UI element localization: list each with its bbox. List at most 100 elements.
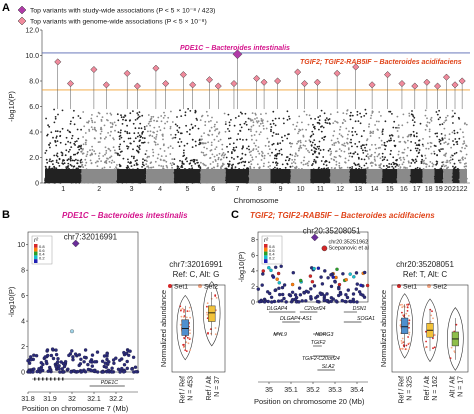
- snp-point: [319, 149, 322, 152]
- locus-snp-point: [83, 348, 88, 352]
- violin-point: [407, 336, 409, 338]
- snp-point: [105, 162, 108, 165]
- r2-color-swatch: [34, 259, 38, 263]
- snp-point: [302, 144, 305, 147]
- snp-point: [456, 143, 459, 146]
- snp-point: [153, 137, 156, 139]
- violin-point: [185, 341, 188, 344]
- locus-snp-point: [331, 275, 335, 279]
- snp-point: [154, 160, 157, 163]
- snp-point: [139, 136, 142, 139]
- snp-point: [293, 158, 296, 161]
- snp-point: [341, 143, 344, 146]
- snp-point: [79, 117, 82, 119]
- snp-point: [213, 155, 216, 158]
- snp-point: [156, 120, 159, 122]
- locus-snp-point: [56, 357, 60, 361]
- snp-point: [81, 161, 84, 164]
- snp-point: [211, 153, 214, 156]
- y-tick-label: 2: [251, 284, 255, 291]
- snp-point: [217, 140, 220, 143]
- snp-point: [324, 161, 326, 163]
- y-tick-label: 12.0: [25, 27, 39, 34]
- snp-point: [375, 120, 378, 123]
- snp-point: [115, 151, 117, 154]
- snp-point: [310, 149, 313, 152]
- snp-point: [127, 146, 130, 148]
- snp-point: [384, 144, 387, 147]
- snp-point: [200, 161, 202, 164]
- snp-point: [230, 119, 232, 121]
- snp-point: [319, 115, 321, 117]
- snp-point: [330, 150, 332, 153]
- locus-snp-point: [297, 300, 301, 304]
- genome-wide-hit-marker: [368, 81, 376, 89]
- snp-point: [157, 116, 160, 119]
- snp-point: [80, 147, 82, 150]
- locus-snp-point: [290, 290, 295, 294]
- snp-point: [59, 130, 62, 133]
- snp-point: [413, 135, 416, 138]
- snp-point: [136, 135, 139, 138]
- chromosome-8-base: [249, 168, 271, 183]
- snp-point: [396, 130, 399, 132]
- snp-point: [443, 142, 446, 144]
- snp-point: [441, 165, 443, 168]
- r2-tick-label: 0.8: [39, 244, 45, 249]
- snp-point: [55, 144, 58, 147]
- violin-point: [189, 316, 192, 319]
- violin-point: [406, 310, 409, 312]
- r2-color-swatch: [264, 244, 268, 248]
- chromosome-5-base: [174, 168, 201, 183]
- snp-point: [338, 166, 341, 169]
- snp-point: [63, 162, 66, 165]
- x-tick-label-1: 1: [61, 186, 65, 193]
- snp-point: [241, 112, 243, 115]
- snp-point: [347, 147, 350, 150]
- snp-point: [351, 127, 354, 129]
- violin-point: [399, 319, 402, 322]
- snp-point: [194, 162, 197, 165]
- snp-point: [292, 161, 295, 163]
- snp-point: [169, 145, 172, 148]
- snp-point: [133, 155, 135, 158]
- snp-point: [160, 159, 162, 161]
- snp-point: [346, 166, 349, 169]
- snp-point: [391, 113, 393, 115]
- violin-title-snp: chr7:32016991: [169, 260, 223, 269]
- chromosome-2-base: [81, 168, 118, 183]
- snp-point: [415, 149, 418, 152]
- group-label-0: Ref / Ref: [399, 376, 406, 404]
- snp-point: [184, 158, 187, 161]
- snp-point: [431, 162, 434, 165]
- locus-snp-point: [276, 271, 281, 276]
- snp-point: [381, 133, 384, 136]
- snp-point: [170, 110, 172, 113]
- r2-legend-title: r²: [264, 238, 269, 244]
- violin-point: [408, 331, 411, 334]
- chromosome-22-base: [459, 168, 467, 183]
- snp-point: [338, 142, 340, 144]
- snp-point: [205, 153, 208, 156]
- snp-point: [59, 141, 62, 144]
- snp-point: [436, 135, 438, 138]
- chromosome-22-points: [458, 122, 468, 184]
- snp-point: [298, 147, 301, 150]
- snp-point: [349, 166, 351, 169]
- y-tick-label: 8: [251, 237, 255, 244]
- violin-point: [206, 313, 209, 316]
- snp-point: [429, 145, 432, 148]
- snp-point: [126, 131, 128, 133]
- locus-snp-point: [82, 360, 86, 364]
- snp-point: [376, 155, 379, 158]
- snp-point: [215, 146, 218, 149]
- chromosome-9-points: [269, 110, 292, 184]
- snp-point: [248, 151, 251, 154]
- snp-point: [377, 147, 380, 149]
- snp-point: [356, 114, 359, 116]
- locus-snp-point: [80, 369, 84, 374]
- chromosome-3-base: [117, 168, 147, 183]
- annotation-tgif2: TGIF2; TGIF2-RAB5IF − Bacteroides acidif…: [300, 59, 462, 66]
- snp-point: [181, 161, 184, 164]
- snp-point: [203, 132, 206, 135]
